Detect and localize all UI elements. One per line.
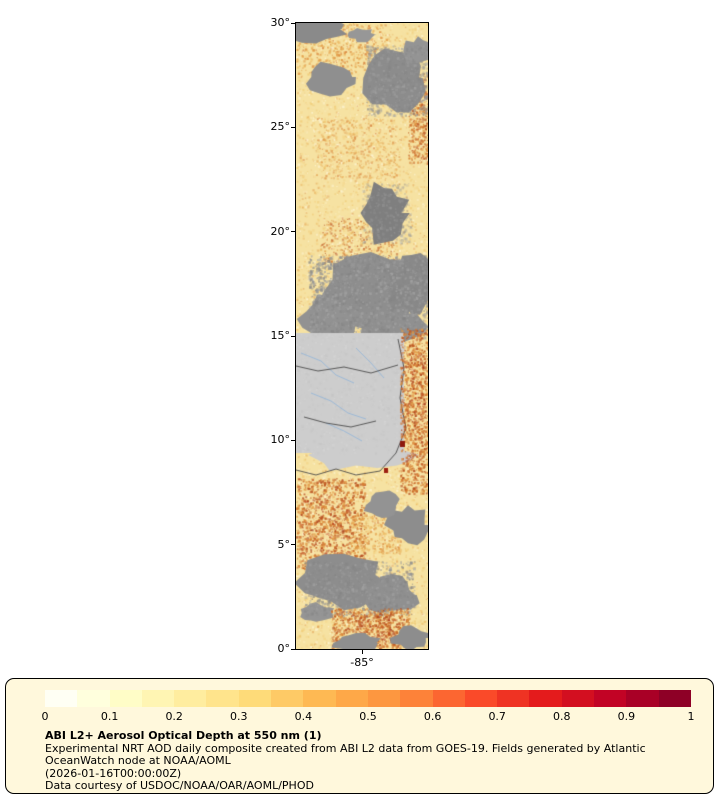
colorbar-tick-label: 0.6 — [423, 710, 442, 723]
colorbar-cell — [335, 690, 368, 707]
colorbar-cell — [464, 690, 498, 707]
colorbar-cell — [303, 690, 336, 707]
lat-tick-mark — [291, 23, 295, 24]
lat-tick-mark — [291, 231, 295, 233]
lat-tick-mark — [291, 126, 295, 128]
lon-tick-label: -85° — [350, 656, 374, 669]
legend-courtesy: Data courtesy of USDOC/NOAA/OAR/AOML/PHO… — [45, 779, 314, 792]
colorbar-cell — [561, 690, 595, 707]
colorbar-tick-label: 0.4 — [294, 710, 313, 723]
lon-tick-mark — [361, 650, 363, 654]
colorbar-cell — [594, 690, 627, 707]
colorbar-cell — [77, 690, 110, 707]
colorbar-tick-label: 0 — [41, 710, 49, 723]
colorbar-cell — [271, 690, 304, 707]
colorbar-cell — [45, 690, 78, 707]
colorbar-cell — [206, 690, 239, 707]
colorbar-tick-label: 0.3 — [230, 710, 248, 723]
colorbar-tick-label: 1 — [687, 710, 695, 723]
colorbar-cell — [238, 690, 272, 707]
aod-map-figure: 30° 25° 20° 15° 10° 5° 0° -85° — [271, 16, 429, 669]
lat-tick-mark — [291, 544, 295, 546]
aod-map-image — [296, 23, 428, 649]
lat-tick-mark — [291, 648, 295, 650]
lat-tick-label: 30° — [270, 16, 291, 29]
aod-colorbar — [45, 690, 691, 707]
legend-description: Experimental NRT AOD daily composite cre… — [45, 741, 646, 767]
colorbar-tick-label: 0.1 — [100, 710, 119, 723]
lat-tick-mark — [291, 335, 295, 337]
colorbar-cell — [626, 690, 659, 707]
colorbar-cell — [109, 690, 142, 707]
colorbar-cell — [432, 690, 465, 707]
colorbar-tick-label: 0.9 — [617, 710, 636, 723]
legend-panel: 0 0.1 0.2 0.3 0.4 0.5 0.6 0.7 0.8 0.9 1 ABI L2+ Ae… — [5, 678, 714, 794]
legend-title: ABI L2+ Aerosol Optical Depth at 550 nm … — [45, 729, 322, 742]
colorbar-cell — [400, 690, 433, 707]
colorbar-cell — [529, 690, 562, 707]
colorbar-cell — [658, 690, 691, 707]
colorbar-cell — [174, 690, 207, 707]
colorbar-cell — [497, 690, 530, 707]
lat-tick-label: 20° — [270, 224, 291, 238]
colorbar-cell — [141, 690, 175, 707]
lat-tick-label: 5° — [277, 537, 291, 551]
colorbar-tick-labels: 0 0.1 0.2 0.3 0.4 0.5 0.6 0.7 0.8 0.9 1 — [41, 710, 695, 724]
colorbar-tick-label: 0.7 — [488, 710, 506, 723]
colorbar-cell — [367, 690, 401, 707]
lat-tick-mark — [291, 439, 295, 441]
lat-tick-label: 15° — [270, 329, 291, 342]
legend-text-block: ABI L2+ Aerosol Optical Depth at 550 nm … — [45, 729, 705, 793]
colorbar-tick-label: 0.8 — [553, 710, 571, 723]
colorbar-tick-label: 0.2 — [165, 710, 183, 723]
legend-timestamp: (2026-01-16T00:00:00Z) — [45, 766, 182, 780]
lat-tick-label: 0° — [277, 642, 291, 655]
colorbar-tick-label: 0.5 — [359, 710, 377, 723]
lat-tick-label: 10° — [270, 433, 291, 447]
lat-tick-label: 25° — [270, 120, 291, 134]
